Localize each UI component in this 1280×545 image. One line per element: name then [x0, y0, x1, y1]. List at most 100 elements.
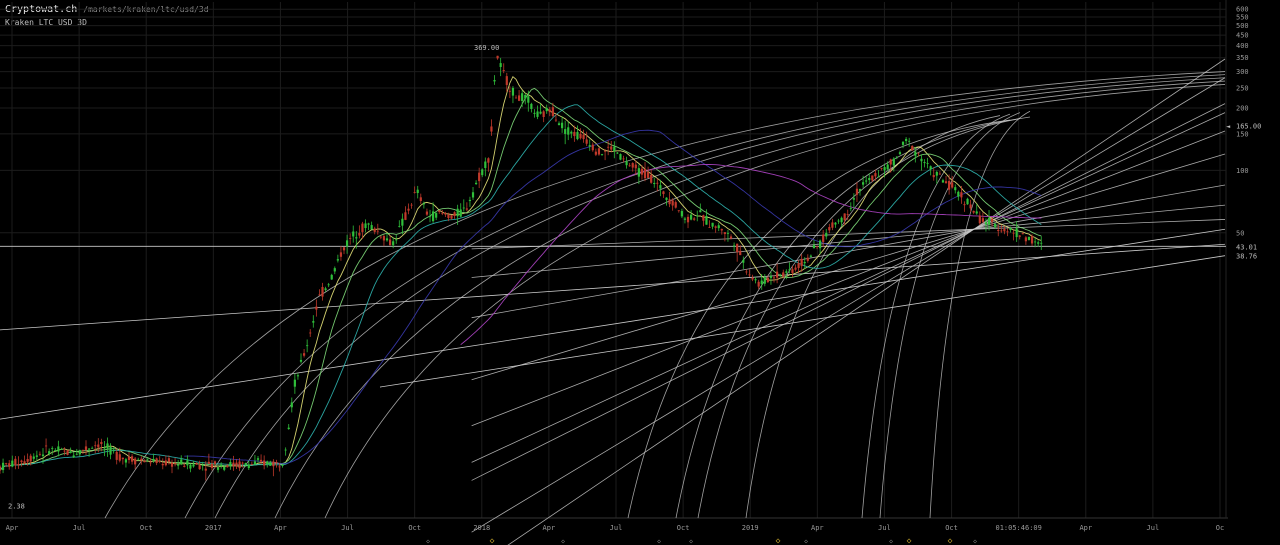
candle-body	[81, 449, 85, 451]
bottom-marker-icon: ◇	[948, 536, 953, 545]
candle-body	[349, 238, 352, 239]
x-tick-label: 2018	[473, 524, 490, 532]
x-tick-label: Oct	[677, 524, 690, 532]
candle-body	[862, 182, 865, 185]
candle-body	[613, 146, 616, 152]
candle-body	[0, 466, 2, 471]
candle-body	[548, 109, 551, 113]
alert-price-label: 165.00	[1236, 122, 1261, 130]
candle-body	[364, 223, 367, 229]
candle-body	[637, 168, 640, 177]
candle-body	[462, 207, 465, 209]
candle-body	[41, 454, 45, 457]
candle-body	[941, 180, 945, 183]
candle-body	[717, 225, 720, 229]
candle-body	[579, 133, 582, 139]
candle-body	[474, 182, 478, 185]
candle-body	[732, 245, 736, 247]
candle-body	[877, 176, 880, 178]
candle-body	[754, 279, 757, 281]
candle-body	[345, 240, 349, 247]
candle-body	[948, 181, 951, 190]
candle-body	[969, 204, 972, 209]
candle-body	[800, 258, 803, 267]
candle-body	[32, 456, 35, 459]
candle-body	[1037, 242, 1040, 244]
y-tick-label: 100	[1236, 167, 1249, 175]
candle-body	[944, 181, 948, 184]
candle-body	[35, 455, 38, 457]
candle-body	[189, 464, 192, 469]
candle-body	[91, 447, 94, 449]
candle-body	[14, 458, 17, 466]
candle-body	[610, 146, 613, 150]
bottom-markers: ◇ ◇ ◇ ◇ ◇ ◇ ◇ ◇ ◇ ◇ ◇	[426, 536, 977, 545]
candle-body	[514, 97, 518, 99]
candle-body	[711, 222, 714, 227]
candle-body	[327, 284, 330, 286]
candle-body	[51, 448, 54, 449]
candle-body	[650, 174, 653, 183]
candle-body	[720, 228, 723, 231]
candle-body	[66, 450, 69, 455]
candle-body	[152, 458, 155, 461]
bottom-marker-icon: ◇	[776, 536, 781, 545]
candle-body	[693, 218, 696, 220]
candle-body	[671, 200, 674, 206]
candle-body	[551, 107, 554, 117]
candle-body	[533, 112, 536, 114]
candle-body	[972, 210, 975, 213]
candle-body	[680, 211, 683, 217]
candle-body	[312, 321, 315, 323]
candle-body	[232, 462, 235, 467]
candle-body	[134, 458, 137, 465]
candle-body	[591, 144, 594, 151]
candle-body	[957, 191, 960, 197]
candle-body	[183, 465, 186, 467]
candle-body	[517, 95, 521, 101]
candle-body	[911, 145, 914, 151]
candle-body	[564, 129, 567, 134]
candle-body	[318, 294, 321, 296]
chart-grid	[0, 0, 1228, 519]
candle-body	[84, 446, 88, 450]
candle-body	[960, 192, 963, 198]
candle-body	[490, 126, 493, 132]
candle-body	[422, 203, 425, 205]
candle-body	[1012, 232, 1015, 234]
x-tick-label: 2019	[742, 524, 759, 532]
fib-arc	[274, 80, 1226, 519]
candle-body	[653, 182, 656, 185]
y-tick-label: 300	[1236, 68, 1249, 76]
candle-body	[726, 232, 730, 234]
candle-body	[855, 188, 859, 195]
candle-body	[398, 226, 401, 228]
candle-body	[987, 217, 991, 225]
candle-body	[493, 80, 496, 82]
candle-body	[1018, 235, 1021, 237]
candle-body	[502, 70, 505, 71]
candle-body	[806, 257, 809, 261]
candle-body	[689, 214, 693, 220]
candle-body	[880, 167, 883, 169]
low-line-label: 38.76	[1236, 253, 1257, 261]
candle-body	[837, 220, 840, 222]
candle-body	[444, 212, 447, 215]
fib-fan-line	[471, 130, 1226, 427]
candle-body	[487, 158, 490, 163]
candle-body	[788, 269, 791, 271]
candle-body	[742, 259, 745, 263]
candle-body	[177, 464, 180, 466]
bottom-marker-icon: ◇	[973, 538, 977, 545]
candle-body	[306, 345, 309, 347]
bottom-marker-icon: ◇	[490, 536, 495, 545]
candle-body	[843, 213, 846, 221]
candle-body	[299, 359, 303, 362]
candle-body	[926, 163, 929, 164]
x-tick-label: Jul	[1147, 524, 1160, 532]
candle-body	[809, 255, 812, 257]
current-price-label: 43.01	[1236, 243, 1257, 251]
candle-body	[769, 276, 773, 278]
candle-body	[757, 281, 760, 287]
